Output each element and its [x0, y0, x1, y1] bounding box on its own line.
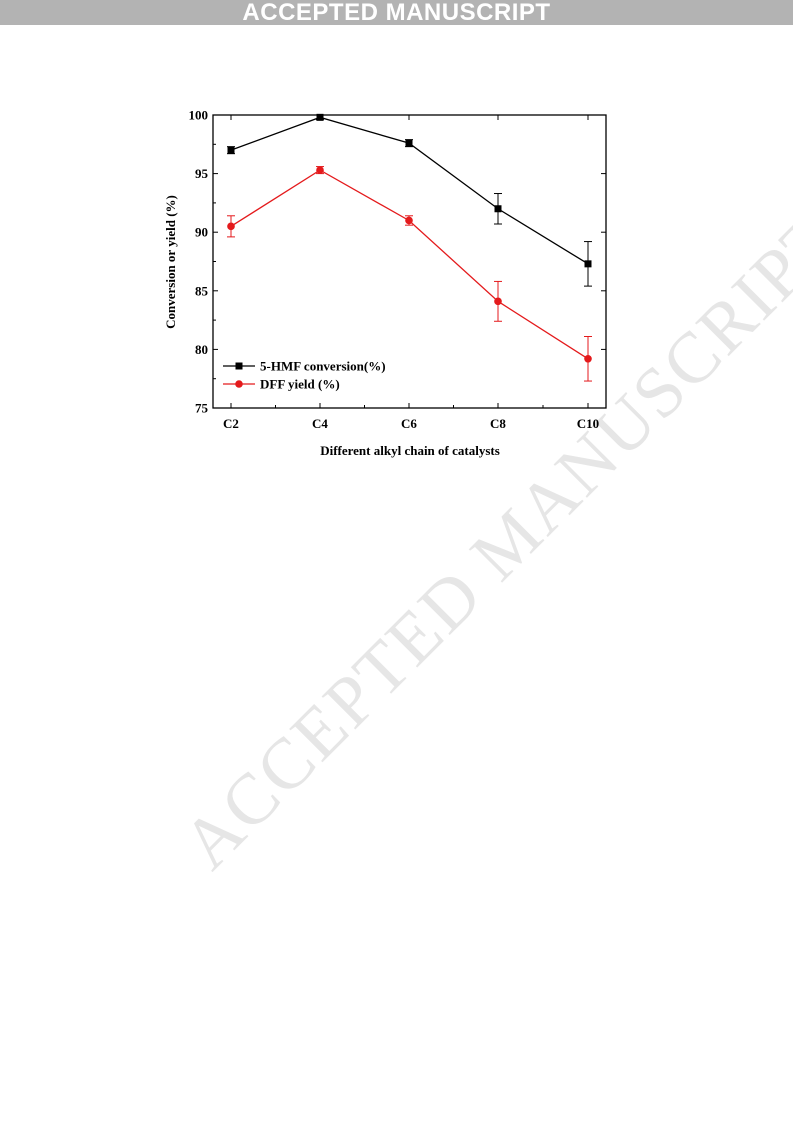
- legend-label: 5-HMF conversion(%): [260, 359, 386, 374]
- legend-item: 5-HMF conversion(%): [223, 359, 386, 374]
- data-point: [227, 146, 235, 154]
- banner-text: ACCEPTED MANUSCRIPT: [242, 0, 551, 26]
- x-tick-label: C4: [312, 416, 328, 431]
- x-tick-label: C10: [577, 416, 599, 431]
- legend-marker: [235, 362, 243, 370]
- data-point: [316, 166, 324, 174]
- x-tick-label: C8: [490, 416, 506, 431]
- data-point: [494, 205, 502, 213]
- legend-marker: [235, 380, 243, 388]
- series-layer: [227, 113, 592, 382]
- x-axis-label: Different alkyl chain of catalysts: [320, 443, 500, 458]
- manuscript-banner: ACCEPTED MANUSCRIPT: [0, 0, 793, 26]
- y-tick-label: 80: [195, 342, 208, 357]
- legend: 5-HMF conversion(%) DFF yield (%): [223, 359, 386, 392]
- series-line: [230, 169, 589, 360]
- data-point: [584, 260, 592, 268]
- y-tick-label: 90: [195, 225, 208, 240]
- x-tick-label: C6: [401, 416, 417, 431]
- series-hmf-conversion: [227, 113, 592, 287]
- data-point: [316, 113, 324, 121]
- x-axis: C2 C4 C6 C8 C10: [223, 115, 599, 431]
- data-point: [405, 216, 413, 225]
- data-point: [584, 354, 592, 363]
- y-tick-label: 95: [195, 166, 209, 181]
- y-tick-label: 100: [189, 108, 209, 123]
- line-chart: 75 80 85 90 95 100 C2 C4 C6 C8 C10 Different alky…: [163, 108, 607, 458]
- legend-item: DFF yield (%): [223, 377, 340, 392]
- data-point: [227, 222, 235, 231]
- y-tick-label: 85: [195, 283, 209, 298]
- legend-label: DFF yield (%): [260, 377, 340, 392]
- y-tick-label: 75: [195, 401, 209, 416]
- y-axis: 75 80 85 90 95 100: [189, 108, 606, 416]
- data-point: [494, 297, 502, 306]
- series-dff-yield: [227, 166, 592, 382]
- y-axis-label: Conversion or yield (%): [163, 195, 178, 329]
- data-point: [405, 139, 413, 147]
- x-tick-label: C2: [223, 416, 239, 431]
